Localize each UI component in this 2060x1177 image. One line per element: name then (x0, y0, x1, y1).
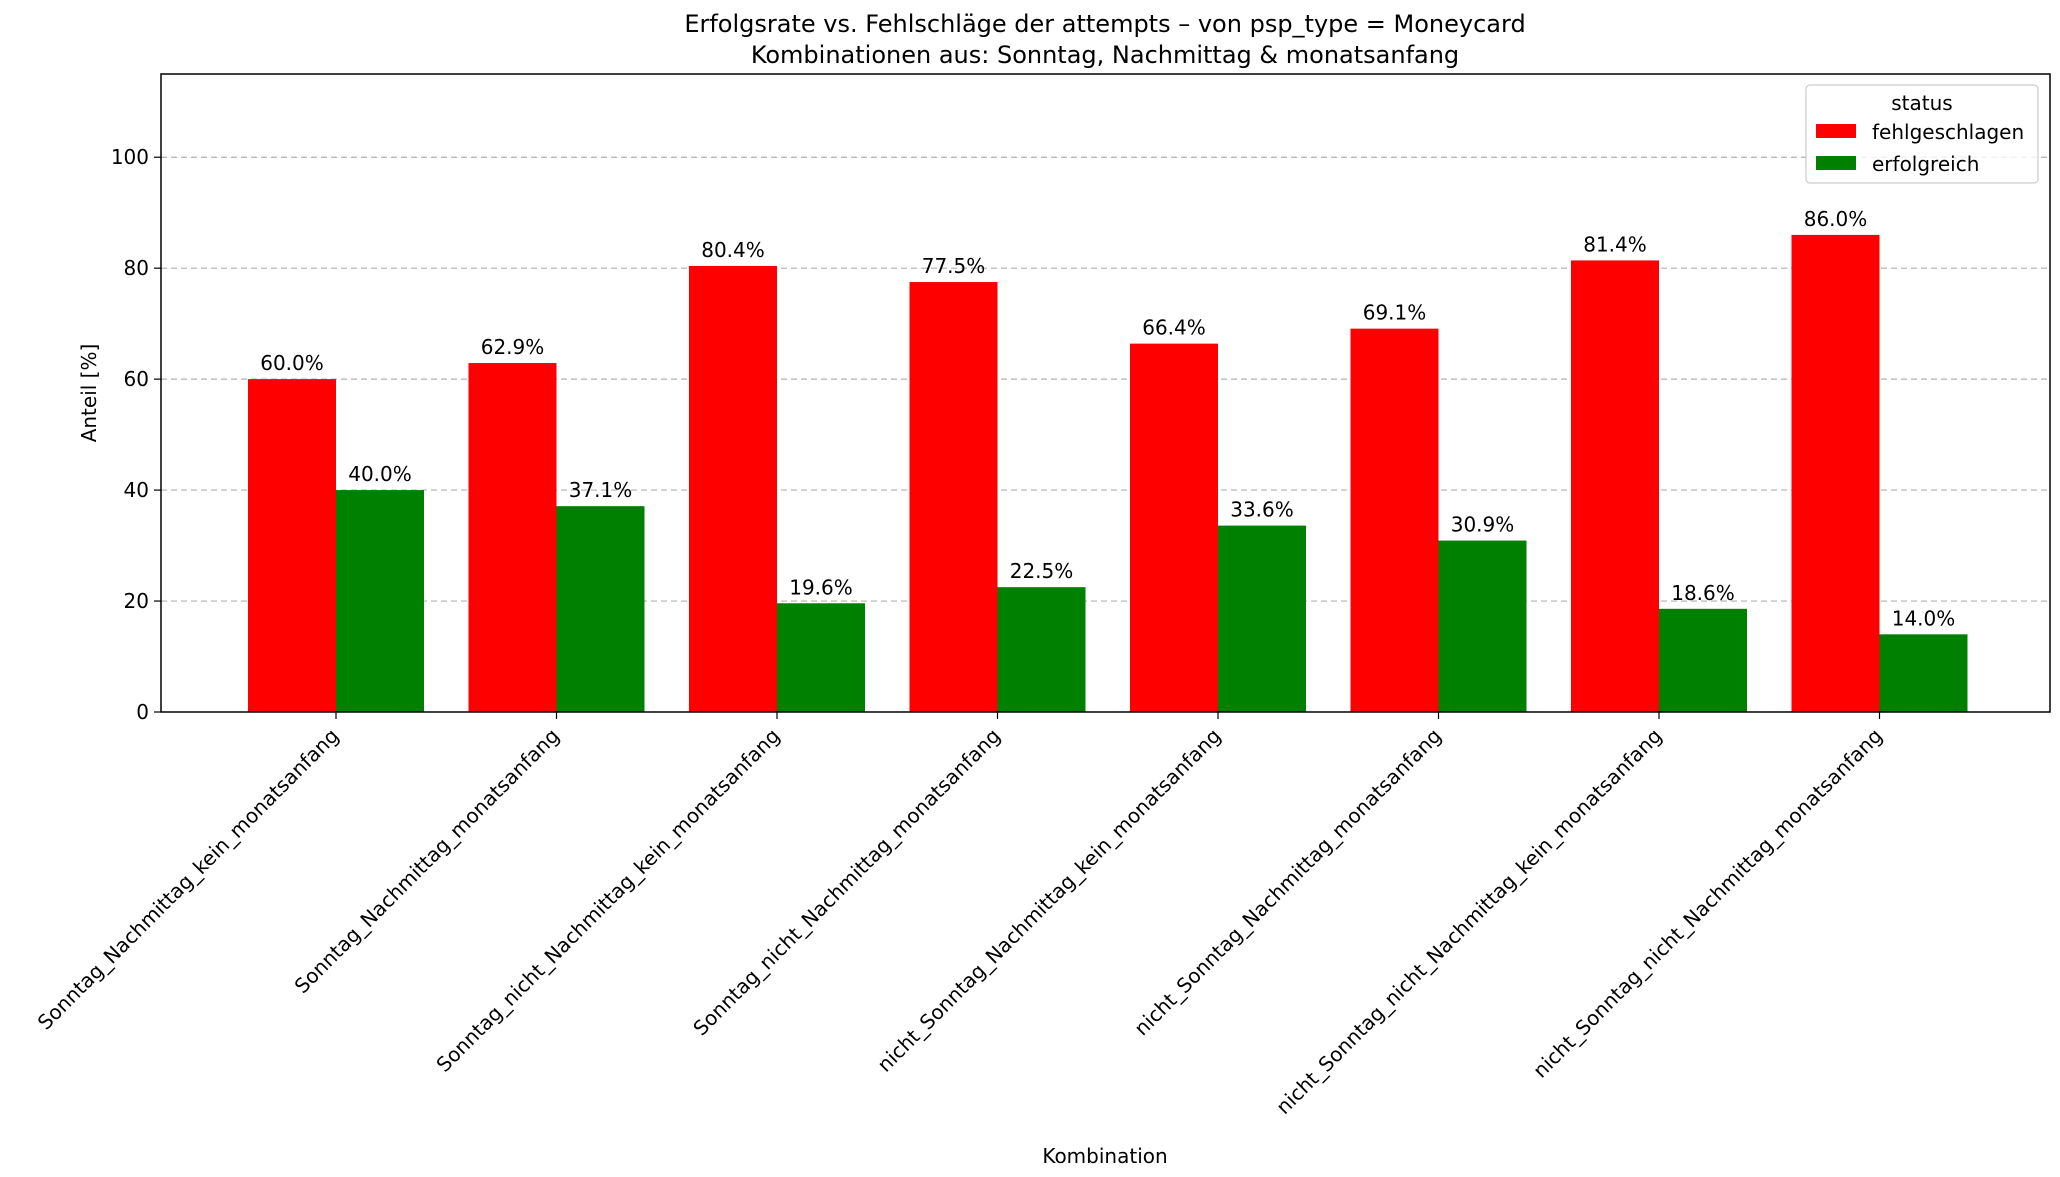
y-axis-label: Anteil [%] (77, 344, 101, 443)
bar-fehlgeschlagen (1130, 343, 1218, 712)
x-axis-label: Kombination (1042, 1144, 1167, 1168)
bar-erfolgreich (556, 506, 645, 712)
x-tick-label: nicht_Sonntag_Nachmittag_kein_monatsanfa… (872, 724, 1225, 1077)
data-label-fehlgeschlagen: 77.5% (922, 254, 986, 278)
data-label-erfolgreich: 18.6% (1671, 581, 1735, 605)
x-tick-label: Sonntag_Nachmittag_monatsanfang (290, 724, 564, 998)
bar-fehlgeschlagen (1791, 234, 1880, 712)
plot-frame (160, 73, 2051, 713)
bar-erfolgreich (1879, 634, 1968, 712)
data-label-erfolgreich: 22.5% (1010, 559, 1074, 583)
value-labels: 60.0% 40.0% 62.9% 37.1% 80.4% 19.6% 77.5% 22.5%… (260, 207, 1955, 630)
legend: status fehlgeschlagen erfolgreich (1805, 84, 2039, 184)
bar-erfolgreich (997, 587, 1086, 712)
y-tick-label: 80 (124, 256, 149, 280)
y-tick-label: 60 (124, 367, 149, 391)
data-label-fehlgeschlagen: 86.0% (1804, 207, 1868, 231)
x-tick-label: nicht_Sonntag_nicht_Nachmittag_monatsanf… (1528, 724, 1887, 1083)
data-label-erfolgreich: 33.6% (1230, 498, 1294, 522)
legend-label-erfolgreich: erfolgreich (1872, 152, 1979, 176)
bar-erfolgreich (336, 490, 424, 712)
data-label-erfolgreich: 14.0% (1892, 606, 1956, 630)
data-label-fehlgeschlagen: 69.1% (1363, 301, 1427, 325)
y-tick-label: 20 (124, 589, 149, 613)
data-label-fehlgeschlagen: 81.4% (1583, 232, 1647, 256)
bar-erfolgreich (1218, 525, 1306, 712)
legend-title: status (1891, 91, 1952, 115)
y-axis: 0 20 40 60 80 100 (111, 145, 161, 724)
chart-subtitle: Kombinationen aus: Sonntag, Nachmittag &… (751, 41, 1459, 69)
chart-title: Erfolgsrate vs. Fehlschläge der attempts… (684, 10, 1525, 38)
x-tick-label: nicht_Sonntag_nicht_Nachmittag_kein_mona… (1271, 724, 1666, 1119)
bar-erfolgreich (1659, 608, 1747, 712)
data-label-erfolgreich: 37.1% (569, 478, 633, 502)
bars (248, 234, 1968, 712)
data-label-fehlgeschlagen: 62.9% (481, 335, 545, 359)
legend-box (1805, 84, 2039, 184)
y-tick-label: 40 (124, 478, 149, 502)
x-axis: Sonntag_Nachmittag_kein_monatsanfangSonn… (33, 712, 1887, 1119)
legend-swatch-erfolgreich (1816, 156, 1856, 170)
data-label-erfolgreich: 19.6% (789, 575, 853, 599)
data-label-fehlgeschlagen: 60.0% (260, 351, 324, 375)
data-label-fehlgeschlagen: 80.4% (701, 238, 765, 262)
bar-erfolgreich (777, 603, 865, 712)
data-label-erfolgreich: 30.9% (1451, 513, 1515, 537)
bar-fehlgeschlagen (248, 379, 336, 712)
x-tick-label: Sonntag_nicht_Nachmittag_kein_monatsanfa… (431, 724, 784, 1077)
gridlines (161, 156, 2050, 602)
legend-label-fehlgeschlagen: fehlgeschlagen (1872, 120, 2024, 144)
legend-swatch-fehlgeschlagen (1816, 124, 1856, 138)
data-label-erfolgreich: 40.0% (348, 462, 412, 486)
data-label-fehlgeschlagen: 66.4% (1142, 316, 1206, 340)
y-tick-label: 100 (111, 145, 149, 169)
bar-fehlgeschlagen (909, 282, 998, 712)
bar-erfolgreich (1438, 540, 1527, 712)
y-tick-label: 0 (136, 700, 149, 724)
bar-fehlgeschlagen (689, 265, 777, 712)
bar-fehlgeschlagen (468, 363, 557, 712)
bar-fehlgeschlagen (1350, 328, 1439, 712)
bar-fehlgeschlagen (1571, 260, 1659, 712)
